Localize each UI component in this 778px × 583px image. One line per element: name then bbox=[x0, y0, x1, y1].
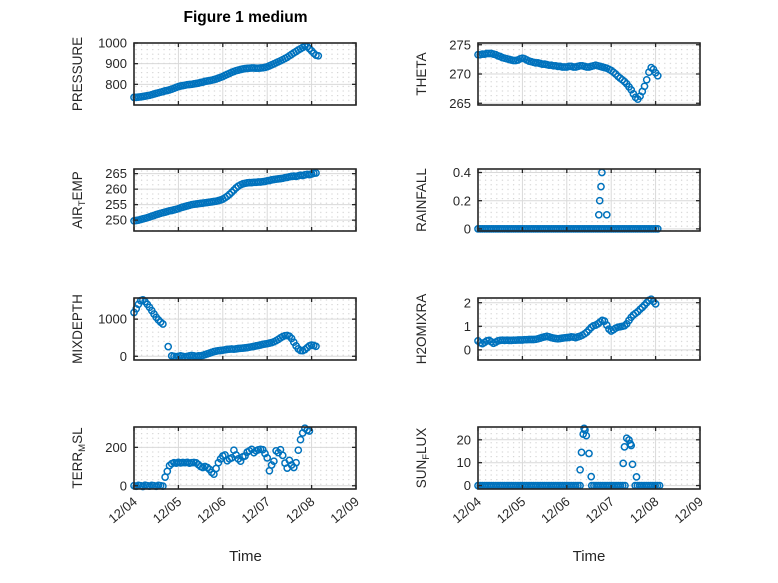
subplot-air-temp: 250 255 260 265 AIRTEMP bbox=[70, 166, 357, 232]
data-series-h2omixra bbox=[474, 295, 660, 348]
y-axis-label: RAINFALL bbox=[414, 168, 429, 232]
svg-text:12/07: 12/07 bbox=[239, 494, 274, 526]
svg-text:2: 2 bbox=[464, 295, 471, 310]
y-axis-label: PRESSURE bbox=[70, 37, 85, 111]
tick-marks bbox=[133, 42, 357, 105]
figure-title: Figure 1 medium bbox=[183, 9, 308, 26]
tick-marks bbox=[133, 427, 357, 489]
svg-text:0.4: 0.4 bbox=[453, 165, 471, 180]
svg-text:12/07: 12/07 bbox=[583, 494, 618, 526]
y-tick-labels: 800 900 1000 bbox=[98, 36, 127, 92]
svg-text:0: 0 bbox=[120, 478, 127, 493]
y-tick-labels: 0 1 2 bbox=[464, 295, 471, 357]
subplot-mixdepth: 0 1000 MIXDEPTH bbox=[70, 294, 357, 364]
tick-marks bbox=[477, 43, 701, 105]
svg-text:0: 0 bbox=[464, 478, 471, 493]
svg-text:800: 800 bbox=[105, 77, 127, 92]
svg-text:1: 1 bbox=[464, 319, 471, 334]
data-series-mixdepth bbox=[130, 296, 320, 361]
svg-text:12/04: 12/04 bbox=[449, 494, 484, 526]
svg-text:255: 255 bbox=[105, 197, 127, 212]
svg-text:260: 260 bbox=[105, 182, 127, 197]
svg-text:275: 275 bbox=[449, 37, 471, 52]
tick-marks bbox=[477, 298, 701, 360]
axis-frame bbox=[477, 426, 701, 490]
x-axis-label-right: Time bbox=[572, 548, 606, 565]
svg-text:12/06: 12/06 bbox=[538, 494, 573, 526]
svg-text:250: 250 bbox=[105, 213, 127, 228]
y-tick-labels: 0 10 20 bbox=[457, 432, 471, 493]
tick-marks bbox=[133, 169, 357, 231]
subplot-terr-msl: 0 200 12/04 12/05 12/06 12/07 12/08 12/09 TERRMS… bbox=[70, 424, 362, 526]
data-series-theta bbox=[474, 49, 662, 104]
svg-text:12/09: 12/09 bbox=[327, 494, 362, 526]
axis-frame bbox=[133, 426, 357, 490]
major-grid bbox=[134, 43, 356, 105]
svg-text:270: 270 bbox=[449, 67, 471, 82]
axis-frame bbox=[477, 168, 701, 232]
svg-text:0: 0 bbox=[464, 221, 471, 236]
y-axis-label: SUNFLUX bbox=[414, 428, 432, 489]
tick-marks bbox=[133, 298, 357, 360]
x-tick-labels: 12/04 12/05 12/06 12/07 12/08 12/09 bbox=[449, 494, 706, 526]
y-axis-label: TERRMSL bbox=[70, 427, 88, 489]
y-tick-labels: 0 1000 bbox=[98, 312, 127, 364]
tick-marks bbox=[477, 169, 701, 231]
data-series-rainfall bbox=[474, 168, 662, 233]
svg-text:0: 0 bbox=[464, 342, 471, 357]
subplot-pressure: 800 900 1000 PRESSURE bbox=[70, 36, 357, 111]
svg-text:20: 20 bbox=[457, 432, 471, 447]
data-series-pressure bbox=[130, 42, 323, 102]
axis-frame bbox=[133, 42, 357, 106]
subplot-sun-flux: 0 10 20 12/04 12/05 12/06 12/07 12/08 12/09 SUNFL… bbox=[414, 424, 706, 526]
svg-text:12/06: 12/06 bbox=[194, 494, 229, 526]
svg-text:0: 0 bbox=[120, 349, 127, 364]
subplot-h2omixra: 0 1 2 H2OMIXRA bbox=[414, 294, 701, 364]
y-tick-labels: 0 0.2 0.4 bbox=[453, 165, 471, 236]
y-axis-label: MIXDEPTH bbox=[70, 294, 85, 364]
svg-text:12/04: 12/04 bbox=[105, 494, 140, 526]
axis-frame bbox=[477, 297, 701, 361]
tick-marks bbox=[477, 427, 701, 489]
x-tick-labels: 12/04 12/05 12/06 12/07 12/08 12/09 bbox=[105, 494, 362, 526]
svg-text:200: 200 bbox=[105, 440, 127, 455]
svg-text:1000: 1000 bbox=[98, 312, 127, 327]
svg-text:265: 265 bbox=[449, 96, 471, 111]
svg-text:12/08: 12/08 bbox=[283, 494, 318, 526]
y-axis-label: THETA bbox=[414, 52, 429, 95]
subplot-theta: 265 270 275 THETA bbox=[414, 37, 701, 111]
svg-text:265: 265 bbox=[105, 166, 127, 181]
data-series-air-temp bbox=[130, 169, 320, 225]
y-tick-labels: 265 270 275 bbox=[449, 37, 471, 110]
x-axis-label-left: Time bbox=[229, 548, 262, 565]
axis-frame bbox=[133, 297, 357, 361]
svg-text:12/08: 12/08 bbox=[627, 494, 662, 526]
svg-text:12/05: 12/05 bbox=[494, 494, 529, 526]
subplot-rainfall: 0 0.2 0.4 RAINFALL bbox=[414, 165, 701, 236]
svg-text:10: 10 bbox=[457, 455, 471, 470]
y-axis-label: H2OMIXRA bbox=[414, 294, 429, 365]
svg-text:1000: 1000 bbox=[98, 36, 127, 51]
axis-frame bbox=[133, 168, 357, 232]
svg-text:0.2: 0.2 bbox=[453, 193, 471, 208]
svg-text:900: 900 bbox=[105, 56, 127, 71]
svg-text:12/05: 12/05 bbox=[150, 494, 185, 526]
y-axis-label: AIRTEMP bbox=[70, 171, 88, 229]
svg-text:12/09: 12/09 bbox=[671, 494, 706, 526]
y-tick-labels: 0 200 bbox=[105, 440, 127, 493]
